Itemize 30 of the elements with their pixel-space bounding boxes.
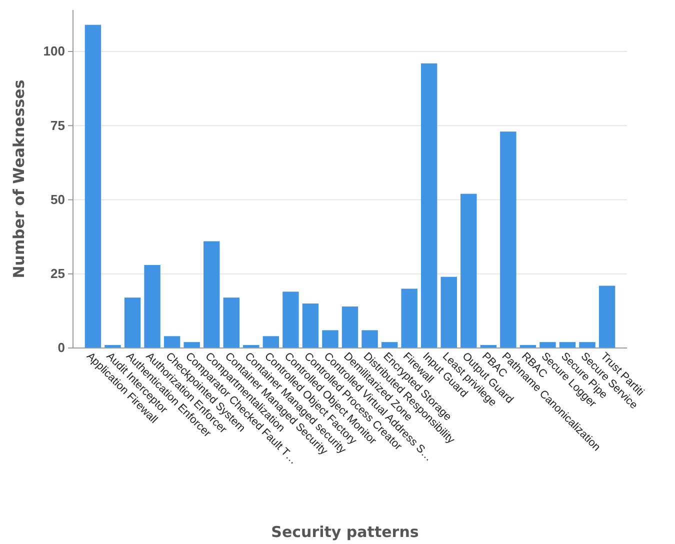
bar (203, 241, 220, 348)
bar (579, 342, 596, 348)
bar (184, 342, 200, 348)
bar (440, 276, 457, 348)
bar (598, 286, 616, 348)
bar (362, 330, 378, 348)
bar (144, 264, 160, 348)
bar (164, 336, 180, 348)
bar (124, 298, 141, 348)
bar (282, 292, 299, 348)
bar (500, 132, 516, 348)
y-tick-label: 100 (43, 44, 65, 59)
bar (223, 298, 240, 348)
bar (342, 306, 358, 348)
y-tick-label: 0 (58, 340, 65, 356)
bar (381, 342, 398, 348)
y-tick-label: 25 (50, 266, 65, 282)
y-axis-title: Number of Weaknesses (10, 80, 28, 278)
y-tick-label: 75 (50, 118, 65, 133)
bar (302, 304, 319, 348)
bar (84, 24, 102, 348)
x-axis-title: Security patterns (271, 523, 419, 541)
bar (401, 288, 418, 348)
bar (540, 342, 556, 348)
y-tick-label: 50 (50, 192, 65, 207)
bar (420, 63, 438, 348)
bar (322, 330, 338, 348)
bar (262, 336, 280, 348)
bar (559, 342, 576, 348)
bar (460, 194, 477, 348)
